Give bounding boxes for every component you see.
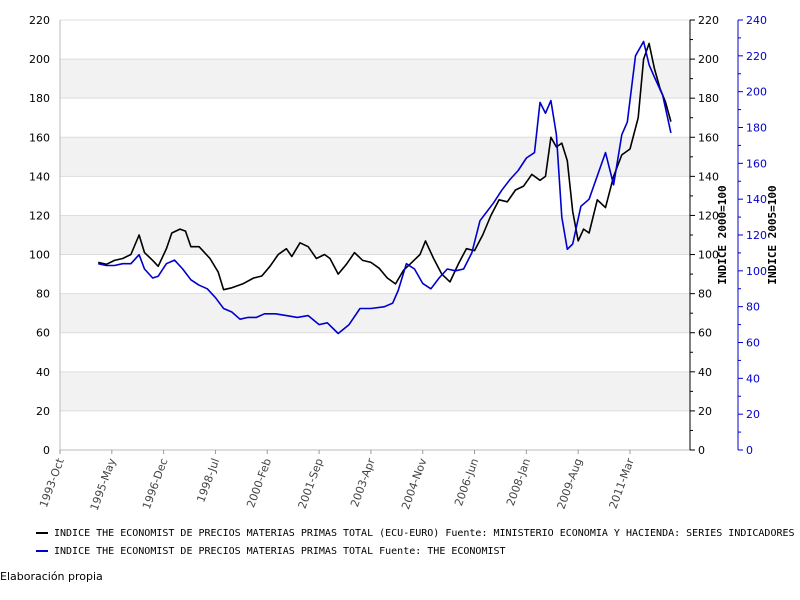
y-right1-tick-label: 140 [698, 170, 719, 183]
legend-swatch-black [36, 532, 48, 534]
y-right2-tick-label: 100 [746, 265, 767, 278]
grid-bands [60, 59, 690, 411]
y-right1-tick-label: 220 [698, 14, 719, 27]
x-tick-label: 2004-Nov [399, 456, 430, 511]
y-left-tick-label: 120 [29, 209, 50, 222]
y-left-tick-label: 80 [36, 288, 50, 301]
y-right1-tick-label: 100 [698, 249, 719, 262]
grid-lines [60, 19, 690, 451]
legend-label-2: INDICE THE ECONOMIST DE PRECIOS MATERIAS… [54, 546, 506, 557]
y-right1-tick-label: 120 [698, 209, 719, 222]
y-right1-tick-label: 200 [698, 53, 719, 66]
grid-band [60, 215, 690, 255]
legend-swatch-blue [36, 550, 48, 552]
y-left-tick-label: 60 [36, 327, 50, 340]
x-tick-label: 1995-May [88, 456, 119, 512]
series-lines [98, 40, 672, 335]
y-right2-tick-label: 120 [746, 229, 767, 242]
axis-titles: INDICE 2000=100 INDICE 2005=100 [716, 185, 779, 284]
y-right2-tick-label: 160 [746, 157, 767, 170]
y-right2-tick-label: 180 [746, 122, 767, 135]
y-right2-tick-label: 80 [746, 301, 760, 314]
y-left-tick-label: 20 [36, 405, 50, 418]
x-tick-label: 2006-Jun [452, 457, 481, 508]
y-right1-tick-label: 160 [698, 131, 719, 144]
axes [59, 19, 743, 454]
y-left-tick-label: 160 [29, 131, 50, 144]
series-line-1 [98, 42, 672, 291]
y-right1-tick-label: 180 [698, 92, 719, 105]
y-right2-tick-label: 140 [746, 193, 767, 206]
x-tick-label: 2011-Mar [607, 456, 637, 510]
grid-band [60, 59, 690, 99]
y-right2-tick-label: 240 [746, 14, 767, 27]
y-left-tick-label: 0 [43, 444, 50, 457]
grid-band [60, 137, 690, 177]
x-tick-label: 1996-Dec [140, 457, 170, 511]
y-right1-title: INDICE 2000=100 [716, 185, 729, 284]
y-left-tick-label: 40 [36, 366, 50, 379]
x-tick-label: 2009-Aug [555, 457, 585, 511]
x-tick-label: 2000-Feb [244, 457, 274, 510]
x-tick-label: 2003-Apr [348, 456, 378, 509]
y-right1-tick-label: 80 [698, 288, 712, 301]
footnote: Elaboración propia [0, 570, 103, 583]
y-right2-title: INDICE 2005=100 [766, 185, 779, 284]
y-left-tick-label: 220 [29, 14, 50, 27]
x-tick-label: 2001-Sep [296, 457, 326, 511]
series-line-2 [98, 40, 672, 335]
y-right1-tick-label: 0 [698, 444, 705, 457]
y-right2-tick-label: 200 [746, 86, 767, 99]
y-left-tick-label: 100 [29, 249, 50, 262]
legend-label-1: INDICE THE ECONOMIST DE PRECIOS MATERIAS… [54, 528, 795, 539]
y-right2-tick-label: 40 [746, 372, 760, 385]
legend-entry-2: INDICE THE ECONOMIST DE PRECIOS MATERIAS… [36, 546, 800, 557]
y-right2-tick-label: 60 [746, 337, 760, 350]
y-right2-tick-label: 20 [746, 408, 760, 421]
grid-band [60, 371, 690, 411]
y-right2-tick-label: 220 [746, 50, 767, 63]
x-tick-label: 1998-Jul [194, 457, 222, 505]
legend-entry-1: INDICE THE ECONOMIST DE PRECIOS MATERIAS… [36, 528, 800, 539]
y-left-tick-label: 180 [29, 92, 50, 105]
grid-band [60, 293, 690, 333]
y-right1-tick-label: 20 [698, 405, 712, 418]
y-left-tick-label: 200 [29, 53, 50, 66]
y-left-tick-label: 140 [29, 170, 50, 183]
y-right1-tick-label: 40 [698, 366, 712, 379]
y-right2-tick-label: 0 [746, 444, 753, 457]
x-tick-label: 1993-Oct [37, 456, 67, 509]
x-tick-label: 2008-Jan [504, 457, 533, 508]
y-right1-tick-label: 60 [698, 327, 712, 340]
